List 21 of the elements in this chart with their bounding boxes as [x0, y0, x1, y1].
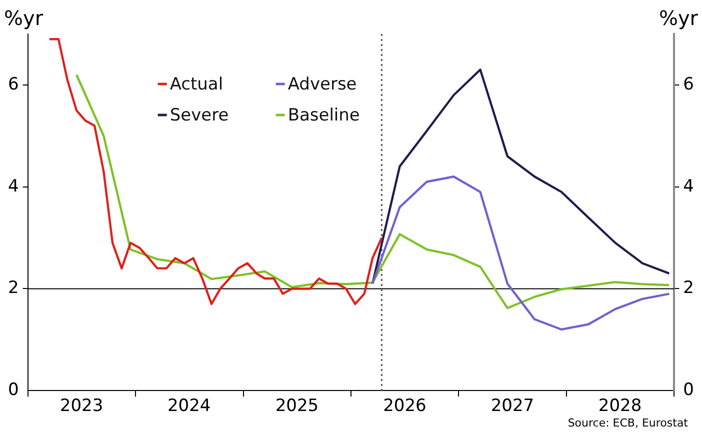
x-tick-label: 2024 — [167, 396, 211, 416]
x-tick-label: 2027 — [490, 396, 534, 416]
legend-label: Actual — [170, 74, 224, 94]
legend-label: Adverse — [288, 74, 357, 94]
y2-tick-label: 6 — [683, 74, 694, 94]
y-tick-label: 4 — [8, 176, 19, 196]
legend-label: Severe — [170, 105, 229, 126]
y-axis-title: %yr — [4, 6, 44, 30]
y-tick-label: 0 — [8, 380, 19, 400]
x-tick-label: 2026 — [383, 396, 426, 416]
y2-tick-label: 2 — [683, 278, 694, 298]
legend-label: Baseline — [288, 105, 360, 126]
y-tick-label: 2 — [8, 278, 19, 298]
y-tick-label: 6 — [8, 74, 19, 94]
y2-tick-label: 4 — [683, 176, 694, 196]
x-tick-label: 2028 — [598, 396, 642, 416]
y2-axis-title: %yr — [658, 6, 699, 30]
y2-tick-label: 0 — [683, 380, 694, 400]
x-tick-label: 2025 — [275, 396, 319, 416]
source-note: Source: ECB, Eurostat — [568, 416, 689, 430]
x-tick-label: 2023 — [60, 396, 104, 416]
